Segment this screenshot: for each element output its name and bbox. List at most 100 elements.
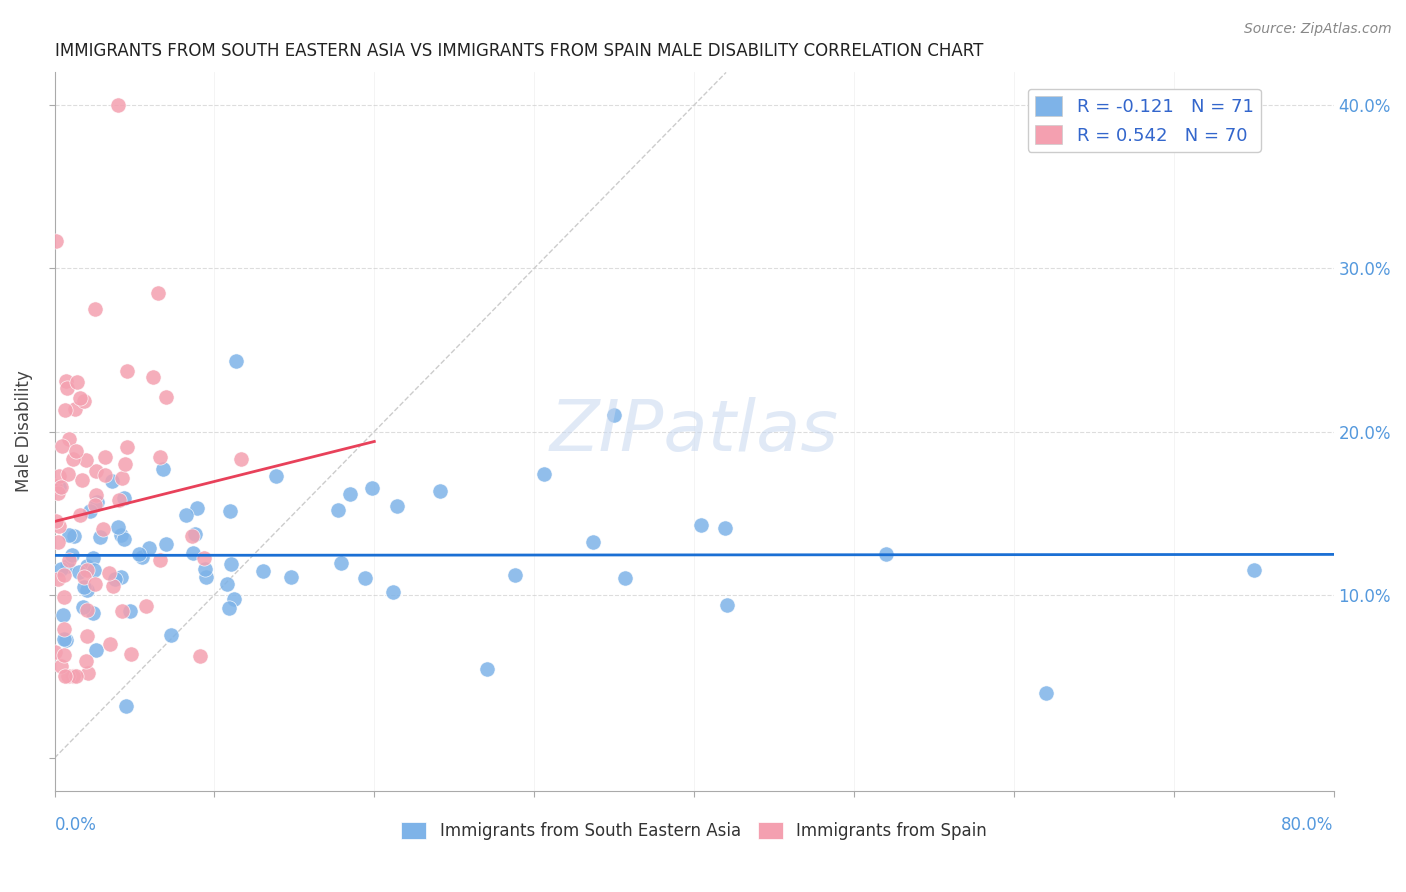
Point [46, 486, 69, 500]
Point [100, 637, 122, 651]
Point [75, 654, 97, 668]
Point [84, 498, 107, 512]
Point [79, 504, 101, 518]
Point [107, 98, 129, 112]
Point [128, 547, 150, 561]
Point [86, 495, 108, 509]
Point [52, 623, 75, 637]
Point [65, 669, 87, 683]
Point [82, 606, 104, 620]
Point [155, 537, 177, 551]
Point [582, 534, 605, 549]
Point [194, 562, 217, 576]
Point [264, 468, 287, 483]
Point [103, 579, 125, 593]
Legend: R = -0.121   N = 71, R = 0.542   N = 70: R = -0.121 N = 71, R = 0.542 N = 70 [1028, 88, 1261, 152]
Point [76, 629, 98, 643]
Text: 80.0%: 80.0% [1281, 816, 1334, 834]
Point [52, 608, 75, 623]
Point [160, 628, 183, 642]
Point [614, 571, 637, 585]
Point [115, 440, 138, 454]
Point [84, 464, 107, 478]
Point [73, 570, 96, 584]
Point [184, 527, 207, 541]
Point [49, 659, 72, 673]
Point [56, 559, 79, 574]
Point [382, 584, 405, 599]
Point [55, 374, 77, 388]
Point [51, 561, 73, 575]
Point [84, 488, 107, 502]
Point [354, 571, 377, 585]
Point [93, 522, 115, 536]
Point [89, 530, 111, 544]
Point [107, 519, 129, 533]
Point [44, 645, 66, 659]
Point [713, 521, 735, 535]
Text: Source: ZipAtlas.com: Source: ZipAtlas.com [1244, 22, 1392, 37]
Point [69, 565, 91, 579]
Point [149, 553, 172, 567]
Point [112, 533, 135, 547]
Point [83, 564, 105, 578]
Point [111, 471, 134, 485]
Point [252, 564, 274, 578]
Point [73, 394, 96, 409]
Point [65, 443, 87, 458]
Point [104, 572, 127, 586]
Point [690, 518, 713, 533]
Y-axis label: Male Disability: Male Disability [15, 371, 32, 492]
Point [152, 461, 174, 475]
Point [62, 451, 84, 466]
Point [218, 504, 240, 518]
Point [45, 234, 67, 248]
Point [188, 648, 211, 663]
Point [70, 473, 93, 487]
Point [112, 491, 135, 506]
Point [110, 604, 132, 618]
Point [82, 551, 104, 566]
Point [53, 669, 76, 683]
Point [58, 669, 80, 683]
Point [603, 408, 626, 422]
Point [84, 577, 107, 591]
Point [44, 479, 66, 493]
Point [58, 467, 80, 481]
Point [76, 582, 98, 597]
Point [58, 527, 80, 541]
Point [53, 590, 76, 604]
Point [110, 527, 132, 541]
Point [72, 599, 94, 614]
Point [63, 529, 86, 543]
Point [48, 469, 70, 483]
Point [98, 566, 121, 580]
Text: IMMIGRANTS FROM SOUTH EASTERN ASIA VS IMMIGRANTS FROM SPAIN MALE DISABILITY CORR: IMMIGRANTS FROM SOUTH EASTERN ASIA VS IM… [55, 42, 983, 60]
Point [186, 501, 208, 516]
Point [339, 487, 361, 501]
Point [83, 302, 105, 317]
Point [120, 648, 142, 662]
Point [148, 285, 170, 300]
Point [56, 381, 79, 395]
Point [174, 508, 197, 523]
Point [76, 603, 98, 617]
Point [48, 519, 70, 533]
Point [76, 558, 98, 573]
Point [101, 474, 124, 488]
Point [48, 572, 70, 586]
Point [110, 570, 132, 584]
Point [225, 354, 247, 368]
Point [108, 492, 131, 507]
Point [215, 577, 238, 591]
Point [53, 403, 76, 417]
Point [328, 503, 350, 517]
Point [76, 563, 98, 577]
Point [52, 632, 75, 647]
Point [135, 599, 157, 613]
Point [475, 663, 498, 677]
Point [875, 547, 897, 561]
Point [716, 599, 738, 613]
Point [76, 665, 98, 680]
Point [94, 467, 117, 482]
